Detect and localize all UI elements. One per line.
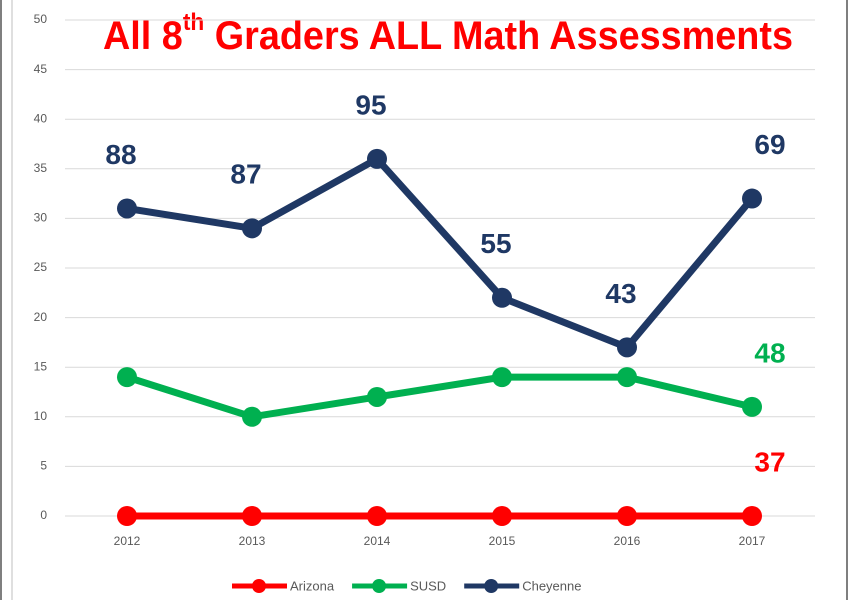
data-point (742, 396, 762, 417)
legend-marker (252, 579, 266, 593)
y-tick-label: 25 (34, 260, 48, 274)
data-point (242, 218, 262, 239)
x-tick-label: 2015 (489, 534, 516, 548)
data-point (242, 406, 262, 427)
data-point (492, 506, 512, 526)
legend-label: Arizona (290, 578, 335, 593)
chart-title: All 8th Graders ALL Math Assessments (103, 9, 793, 57)
data-point (242, 506, 262, 526)
x-tick-label: 2017 (739, 534, 766, 548)
data-point (367, 386, 387, 407)
series-line (126, 155, 755, 351)
y-tick-label: 40 (34, 111, 48, 125)
data-point (117, 506, 137, 526)
y-tick-label: 45 (34, 62, 48, 76)
point-annotation: 95 (355, 89, 386, 120)
title-part: Graders ALL Math Assessments (204, 14, 793, 58)
title-superscript: th (183, 9, 204, 36)
data-point (742, 188, 762, 209)
point-annotation: 87 (230, 159, 261, 190)
y-tick-label: 0 (40, 508, 47, 522)
data-point (367, 506, 387, 526)
legend-marker (372, 579, 387, 593)
point-annotation: 48 (754, 337, 785, 368)
y-tick-label: 15 (34, 359, 48, 373)
y-tick-label: 35 (34, 161, 48, 175)
x-tick-label: 2014 (364, 534, 391, 548)
x-tick-label: 2013 (239, 534, 266, 548)
data-point (117, 198, 137, 219)
y-tick-label: 20 (34, 310, 48, 324)
y-tick-label: 5 (40, 459, 47, 473)
data-point (117, 367, 137, 388)
point-annotation: 43 (605, 278, 636, 309)
data-point (492, 367, 512, 388)
legend-marker (484, 579, 499, 593)
legend-label: SUSD (410, 578, 446, 593)
y-tick-label: 10 (34, 409, 48, 423)
data-point (367, 148, 387, 169)
point-annotation: 88 (105, 139, 136, 170)
data-point (617, 337, 637, 358)
y-tick-label: 30 (34, 211, 48, 225)
point-annotation: 69 (754, 129, 785, 160)
series-line (125, 373, 753, 421)
data-point (617, 367, 637, 388)
x-tick-label: 2012 (114, 534, 141, 548)
data-point (617, 506, 637, 526)
title-part: All 8 (103, 14, 183, 58)
x-tick-label: 2016 (614, 534, 641, 548)
y-tick-label: 50 (34, 12, 48, 26)
data-point (492, 287, 512, 308)
data-point (742, 506, 762, 526)
point-annotation: 37 (754, 446, 785, 477)
point-annotation: 55 (480, 228, 511, 259)
legend-label: Cheyenne (522, 578, 581, 593)
